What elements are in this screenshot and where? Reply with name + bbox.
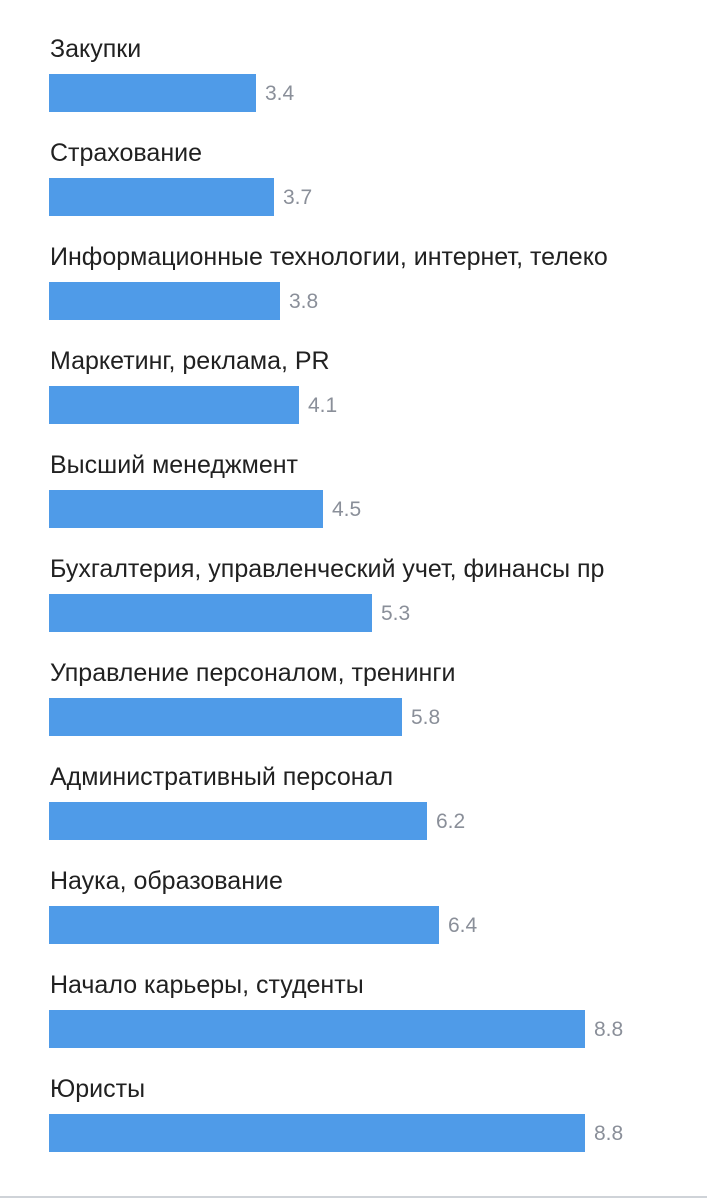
category-label: Наука, образование bbox=[50, 867, 283, 895]
category-label: Маркетинг, реклама, PR bbox=[50, 347, 330, 375]
category-label: Начало карьеры, студенты bbox=[50, 971, 364, 999]
bar-row: Бухгалтерия, управленческий учет, финанс… bbox=[0, 532, 707, 636]
value-label: 8.8 bbox=[594, 1018, 624, 1041]
bar-row: Информационные технологии, интернет, тел… bbox=[0, 220, 707, 324]
category-label: Высший менеджмент bbox=[50, 451, 298, 479]
bottom-divider bbox=[0, 1196, 707, 1198]
value-label: 5.8 bbox=[411, 706, 441, 729]
bar bbox=[49, 698, 402, 736]
bar bbox=[49, 282, 280, 320]
bar-row: Наука, образование 6.4 bbox=[0, 844, 707, 948]
value-label: 6.4 bbox=[448, 914, 478, 937]
category-label: Страхование bbox=[50, 139, 203, 167]
bar-row: Начало карьеры, студенты 8.8 bbox=[0, 948, 707, 1052]
category-label: Административный персонал bbox=[50, 763, 394, 791]
bar bbox=[49, 386, 299, 424]
bar bbox=[49, 802, 427, 840]
category-label: Юристы bbox=[50, 1075, 146, 1103]
bar-row: Маркетинг, реклама, PR 4.1 bbox=[0, 324, 707, 428]
bar bbox=[49, 594, 372, 632]
category-label: Бухгалтерия, управленческий учет, финанс… bbox=[50, 555, 605, 583]
bar-row: Юристы 8.8 bbox=[0, 1052, 707, 1156]
value-label: 3.7 bbox=[283, 186, 313, 209]
category-label: Закупки bbox=[50, 35, 142, 63]
bar-row: Закупки 3.4 bbox=[0, 12, 707, 116]
value-label: 5.3 bbox=[381, 602, 411, 625]
value-label: 3.4 bbox=[265, 82, 295, 105]
bar bbox=[49, 178, 274, 216]
value-label: 4.1 bbox=[308, 394, 338, 417]
bar bbox=[49, 1010, 585, 1048]
value-label: 3.8 bbox=[289, 290, 319, 313]
bar bbox=[49, 490, 323, 528]
value-label: 6.2 bbox=[436, 810, 466, 833]
category-label: Управление персоналом, тренинги bbox=[50, 659, 456, 687]
bar-row: Страхование 3.7 bbox=[0, 116, 707, 220]
bar bbox=[49, 906, 439, 944]
bar-row: Административный персонал 6.2 bbox=[0, 740, 707, 844]
value-label: 8.8 bbox=[594, 1122, 624, 1145]
bar-row: Высший менеджмент 4.5 bbox=[0, 428, 707, 532]
category-label: Информационные технологии, интернет, тел… bbox=[50, 243, 608, 271]
bar bbox=[49, 74, 256, 112]
value-label: 4.5 bbox=[332, 498, 362, 521]
bar-row: Управление персоналом, тренинги 5.8 bbox=[0, 636, 707, 740]
bar bbox=[49, 1114, 585, 1152]
